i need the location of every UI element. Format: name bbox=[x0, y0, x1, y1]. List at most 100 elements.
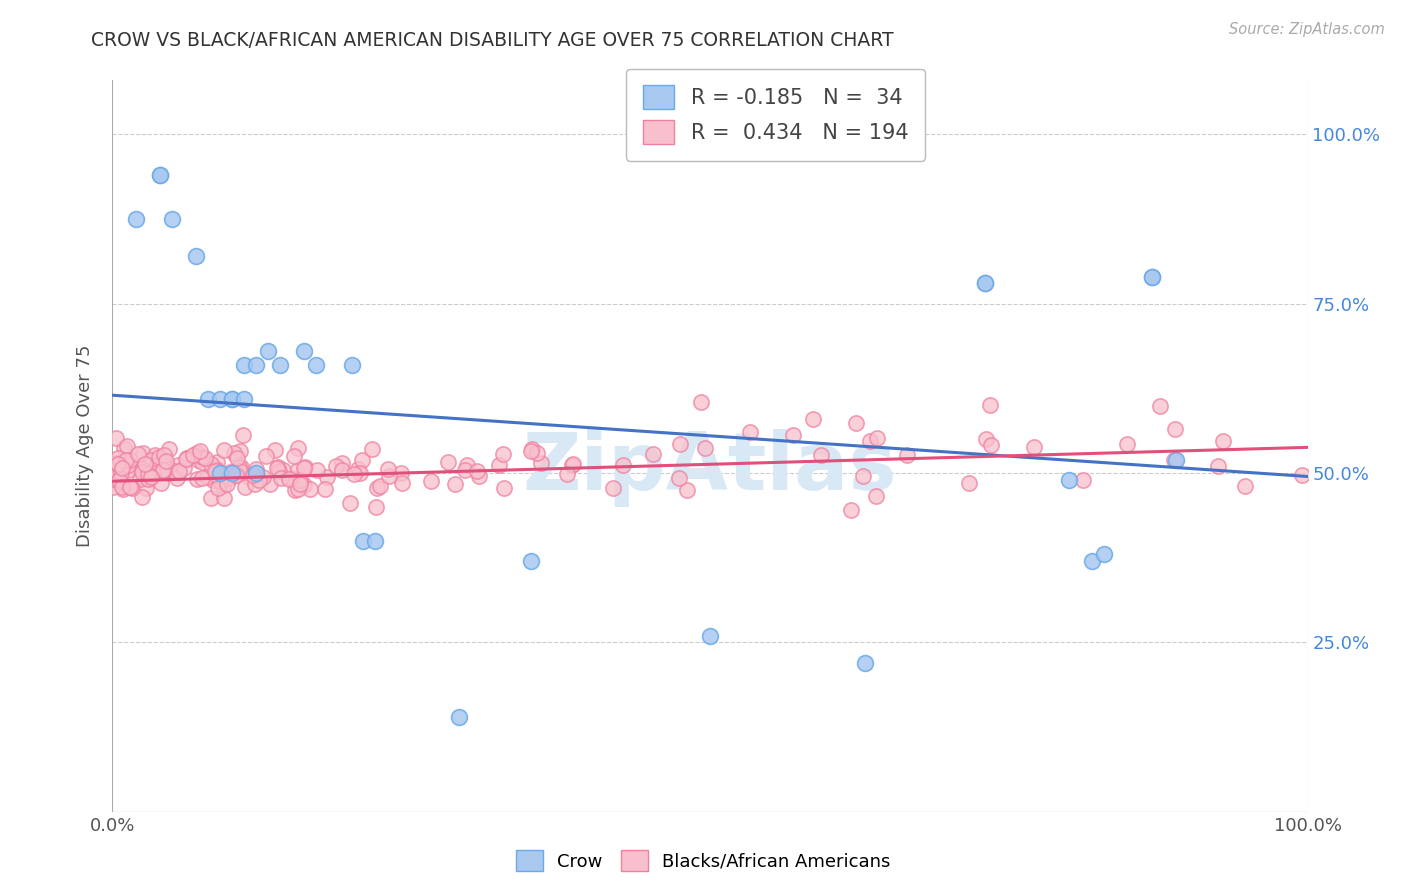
Point bbox=[699, 629, 721, 643]
Point bbox=[292, 461, 315, 475]
Point bbox=[420, 474, 443, 488]
Legend: R = -0.185   N =  34, R =  0.434   N = 194: R = -0.185 N = 34, R = 0.434 N = 194 bbox=[626, 69, 925, 161]
Point bbox=[152, 463, 174, 477]
Point bbox=[492, 481, 515, 495]
Point bbox=[366, 481, 388, 495]
Point bbox=[131, 462, 153, 476]
Point bbox=[110, 467, 132, 481]
Point bbox=[194, 450, 217, 465]
Point bbox=[443, 476, 465, 491]
Point bbox=[259, 477, 281, 491]
Point bbox=[135, 481, 157, 495]
Point bbox=[675, 483, 697, 498]
Point bbox=[125, 212, 148, 227]
Point bbox=[957, 475, 980, 490]
Point bbox=[129, 472, 152, 486]
Point bbox=[896, 448, 918, 462]
Point bbox=[150, 465, 173, 479]
Point bbox=[190, 471, 212, 485]
Point bbox=[305, 358, 328, 372]
Point bbox=[314, 483, 336, 497]
Point bbox=[221, 466, 243, 480]
Point bbox=[232, 427, 254, 442]
Point bbox=[197, 392, 219, 406]
Point bbox=[143, 449, 166, 463]
Point bbox=[352, 453, 374, 467]
Point bbox=[1166, 452, 1188, 467]
Point bbox=[238, 470, 260, 484]
Point bbox=[111, 480, 134, 494]
Point bbox=[243, 477, 266, 491]
Text: CROW VS BLACK/AFRICAN AMERICAN DISABILITY AGE OVER 75 CORRELATION CHART: CROW VS BLACK/AFRICAN AMERICAN DISABILIT… bbox=[91, 31, 894, 50]
Point bbox=[845, 417, 868, 431]
Point bbox=[142, 463, 165, 477]
Point bbox=[200, 491, 222, 505]
Point bbox=[257, 344, 280, 359]
Point bbox=[103, 472, 125, 486]
Point bbox=[1149, 400, 1171, 414]
Point bbox=[120, 453, 142, 467]
Point bbox=[247, 474, 270, 488]
Point bbox=[668, 471, 690, 485]
Point bbox=[520, 442, 543, 456]
Point bbox=[612, 458, 634, 473]
Point bbox=[121, 481, 143, 495]
Point bbox=[269, 358, 291, 372]
Point bbox=[530, 457, 553, 471]
Point bbox=[205, 461, 228, 475]
Point bbox=[1206, 458, 1229, 473]
Point bbox=[980, 437, 1002, 451]
Point bbox=[163, 464, 186, 478]
Point bbox=[186, 446, 208, 460]
Point bbox=[134, 457, 156, 471]
Point bbox=[233, 392, 256, 406]
Point bbox=[866, 431, 889, 445]
Point bbox=[782, 428, 804, 442]
Point bbox=[205, 455, 228, 469]
Point bbox=[307, 463, 329, 477]
Point bbox=[114, 453, 136, 467]
Point bbox=[219, 465, 242, 479]
Point bbox=[209, 392, 232, 406]
Point bbox=[283, 449, 305, 463]
Point bbox=[138, 467, 160, 482]
Point bbox=[229, 465, 252, 479]
Point bbox=[287, 483, 309, 497]
Point bbox=[200, 457, 222, 471]
Point bbox=[519, 444, 541, 458]
Point bbox=[602, 481, 624, 495]
Point bbox=[245, 358, 267, 372]
Point bbox=[190, 444, 212, 458]
Point bbox=[1057, 473, 1080, 487]
Point bbox=[839, 503, 862, 517]
Point bbox=[555, 467, 578, 481]
Point bbox=[105, 464, 128, 478]
Point bbox=[1163, 453, 1185, 467]
Point bbox=[1212, 434, 1234, 448]
Point bbox=[127, 447, 149, 461]
Point bbox=[191, 450, 214, 464]
Point bbox=[1094, 547, 1116, 561]
Point bbox=[233, 358, 256, 372]
Point bbox=[150, 465, 173, 479]
Point bbox=[105, 474, 128, 488]
Point bbox=[115, 438, 138, 452]
Point bbox=[226, 451, 249, 466]
Point bbox=[294, 459, 316, 474]
Point bbox=[436, 455, 458, 469]
Point bbox=[228, 459, 250, 474]
Point bbox=[364, 533, 387, 548]
Text: ZipAtlas: ZipAtlas bbox=[523, 429, 897, 507]
Point bbox=[801, 411, 824, 425]
Point bbox=[131, 465, 153, 479]
Point bbox=[124, 458, 146, 473]
Point bbox=[104, 431, 127, 445]
Point bbox=[167, 464, 190, 478]
Point bbox=[245, 466, 267, 480]
Point bbox=[112, 441, 135, 455]
Point bbox=[292, 344, 315, 359]
Point bbox=[360, 442, 382, 457]
Point bbox=[153, 458, 176, 473]
Point bbox=[641, 447, 664, 461]
Point bbox=[690, 395, 713, 409]
